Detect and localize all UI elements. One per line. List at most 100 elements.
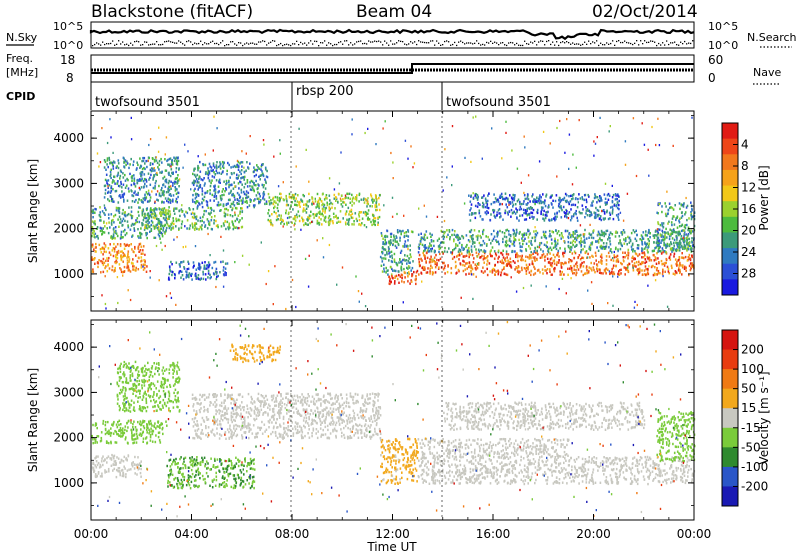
power-cell xyxy=(556,253,558,257)
power-cell xyxy=(316,219,319,223)
noise-right-tick-top: 10^5 xyxy=(708,20,738,33)
power-cell xyxy=(258,197,260,200)
power-cell xyxy=(211,266,214,270)
power-cell xyxy=(263,184,265,187)
power-cell xyxy=(602,232,605,235)
power-cell xyxy=(636,233,638,237)
power-cell xyxy=(186,268,189,271)
power-cell xyxy=(436,263,438,267)
power-cell xyxy=(239,181,242,184)
power-cell xyxy=(654,246,656,250)
power-cell xyxy=(657,117,659,120)
power-cell xyxy=(199,268,201,271)
power-cell xyxy=(501,259,504,262)
power-cell xyxy=(105,208,107,212)
power-cell xyxy=(668,235,671,238)
power-cell xyxy=(493,193,495,196)
power-cell xyxy=(675,241,677,244)
power-cell xyxy=(298,219,301,223)
power-cell xyxy=(679,241,682,245)
power-cell xyxy=(668,256,671,260)
noise-search-point xyxy=(600,42,602,44)
power-cell xyxy=(602,272,604,275)
power-cell xyxy=(303,223,305,227)
power-cell xyxy=(363,224,366,227)
power-cell xyxy=(111,200,114,203)
power-cell xyxy=(580,240,582,243)
power-cell xyxy=(511,198,514,201)
power-cell xyxy=(170,180,172,183)
power-cell xyxy=(663,241,665,244)
power-cell xyxy=(679,246,681,249)
power-cell xyxy=(347,222,349,225)
noise-search-point xyxy=(172,41,174,43)
power-cell xyxy=(590,267,592,270)
power-cell xyxy=(418,243,421,246)
power-cell xyxy=(690,201,692,204)
power-cell xyxy=(192,261,195,264)
power-cell xyxy=(123,193,125,196)
power-cell xyxy=(104,225,106,228)
power-cell xyxy=(138,243,141,246)
power-cell xyxy=(418,273,420,276)
power-cell xyxy=(527,194,529,197)
power-cell xyxy=(116,243,119,246)
power-cell xyxy=(106,257,108,260)
power-cell xyxy=(678,267,680,270)
power-cell xyxy=(542,130,545,133)
power-cell xyxy=(402,245,404,248)
power-cell xyxy=(466,267,468,270)
power-cell xyxy=(245,199,248,203)
power-cell xyxy=(279,152,281,155)
power-cell xyxy=(677,233,679,236)
power-cell xyxy=(576,261,578,264)
power-cell xyxy=(131,176,133,180)
power-cell xyxy=(328,219,331,222)
noise-search-point xyxy=(280,42,282,45)
power-cell xyxy=(486,206,489,209)
power-cell xyxy=(687,234,689,237)
noise-search-point xyxy=(660,44,662,46)
power-cell xyxy=(497,269,499,272)
power-cell xyxy=(549,246,552,249)
power-cell xyxy=(430,250,433,253)
power-cell xyxy=(201,205,204,209)
power-cell xyxy=(255,173,257,177)
power-cell xyxy=(168,171,170,174)
power-cell xyxy=(170,260,172,264)
noise-search-point xyxy=(124,44,126,46)
power-cell xyxy=(145,180,148,183)
power-cell xyxy=(114,226,117,229)
power-cell xyxy=(228,224,230,227)
power-cell xyxy=(688,264,691,268)
power-cell xyxy=(161,248,163,251)
power-cell xyxy=(641,241,643,244)
power-cell xyxy=(465,262,467,265)
power-cell xyxy=(497,270,500,274)
power-cell xyxy=(418,260,421,264)
power-cell xyxy=(568,211,571,214)
velocity-cell xyxy=(118,470,120,473)
power-cell xyxy=(678,249,681,252)
power-cell xyxy=(478,212,481,215)
power-cell xyxy=(688,253,691,257)
power-cell xyxy=(132,250,135,253)
power-cell xyxy=(242,199,244,203)
power-cell xyxy=(339,197,342,200)
power-cell xyxy=(120,250,122,253)
power-cell xyxy=(172,227,174,230)
power-cell xyxy=(402,258,404,262)
power-cell xyxy=(550,196,552,199)
power-cell xyxy=(672,229,675,232)
power-cell xyxy=(528,263,531,266)
power-cell xyxy=(546,253,549,256)
power-cell xyxy=(191,224,194,227)
power-cell xyxy=(229,226,231,229)
power-cell xyxy=(505,235,508,239)
power-cell xyxy=(513,244,516,247)
power-cell xyxy=(484,270,486,273)
power-cell xyxy=(212,164,215,167)
power-cell xyxy=(103,196,106,199)
power-cell xyxy=(157,150,160,153)
power-cell xyxy=(487,211,489,214)
